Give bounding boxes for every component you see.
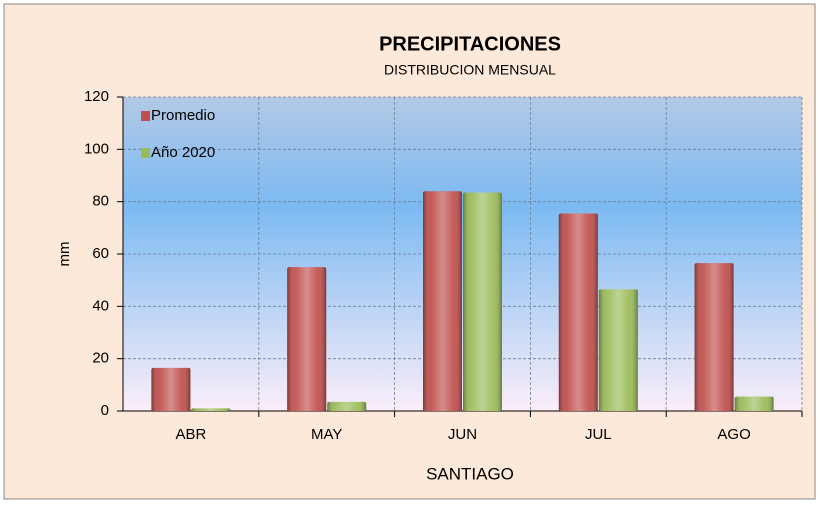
bar-shine (734, 396, 774, 411)
x-tick-label: JUL (585, 426, 612, 443)
x-axis-title: SANTIAGO (426, 464, 514, 483)
legend-swatch (141, 148, 150, 158)
legend-swatch (141, 111, 150, 121)
legend-label: Promedio (151, 107, 215, 124)
legend-label: Año 2020 (151, 144, 215, 161)
bar-shine (423, 191, 462, 411)
y-axis-title: mm (56, 242, 73, 267)
chart-subtitle: DISTRIBUCION MENSUAL (384, 62, 556, 78)
bar-shine (327, 401, 367, 411)
bar-shine (287, 267, 327, 411)
x-tick-label: AGO (717, 426, 750, 443)
chart-title: PRECIPITACIONES (379, 33, 561, 55)
bar-shine (191, 408, 231, 411)
x-tick-label: ABR (175, 426, 206, 443)
bar-shine (151, 367, 191, 411)
y-tick-label: 20 (92, 350, 109, 367)
bar-shine (463, 192, 502, 411)
y-tick-label: 120 (84, 88, 109, 105)
x-tick-label: JUN (448, 426, 477, 443)
y-tick-label: 0 (101, 402, 109, 419)
y-tick-label: 40 (92, 297, 109, 314)
bar-shine (598, 289, 638, 411)
y-tick-label: 60 (92, 245, 109, 262)
bar-shine (694, 263, 734, 411)
y-tick-label: 100 (84, 140, 109, 157)
bar-shine (558, 213, 598, 411)
y-tick-label: 80 (92, 193, 109, 210)
x-tick-label: MAY (311, 426, 342, 443)
